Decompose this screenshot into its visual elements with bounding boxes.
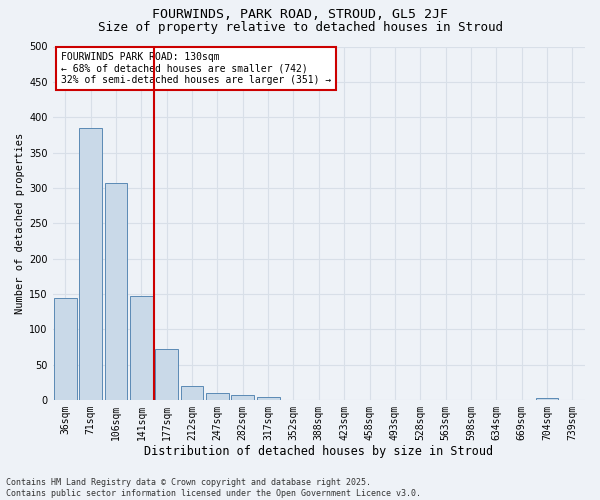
Bar [206,393,229,400]
Bar [257,398,280,400]
Bar [181,386,203,400]
Text: Contains HM Land Registry data © Crown copyright and database right 2025.
Contai: Contains HM Land Registry data © Crown c… [6,478,421,498]
Bar [155,350,178,400]
Bar [104,183,127,400]
Bar [79,128,102,400]
Text: FOURWINDS, PARK ROAD, STROUD, GL5 2JF: FOURWINDS, PARK ROAD, STROUD, GL5 2JF [152,8,448,20]
Bar [232,394,254,400]
Y-axis label: Number of detached properties: Number of detached properties [15,132,25,314]
Text: FOURWINDS PARK ROAD: 130sqm
← 68% of detached houses are smaller (742)
32% of se: FOURWINDS PARK ROAD: 130sqm ← 68% of det… [61,52,331,85]
Bar [536,398,559,400]
Bar [130,296,153,400]
X-axis label: Distribution of detached houses by size in Stroud: Distribution of detached houses by size … [144,444,493,458]
Text: Size of property relative to detached houses in Stroud: Size of property relative to detached ho… [97,21,503,34]
Bar [54,298,77,400]
